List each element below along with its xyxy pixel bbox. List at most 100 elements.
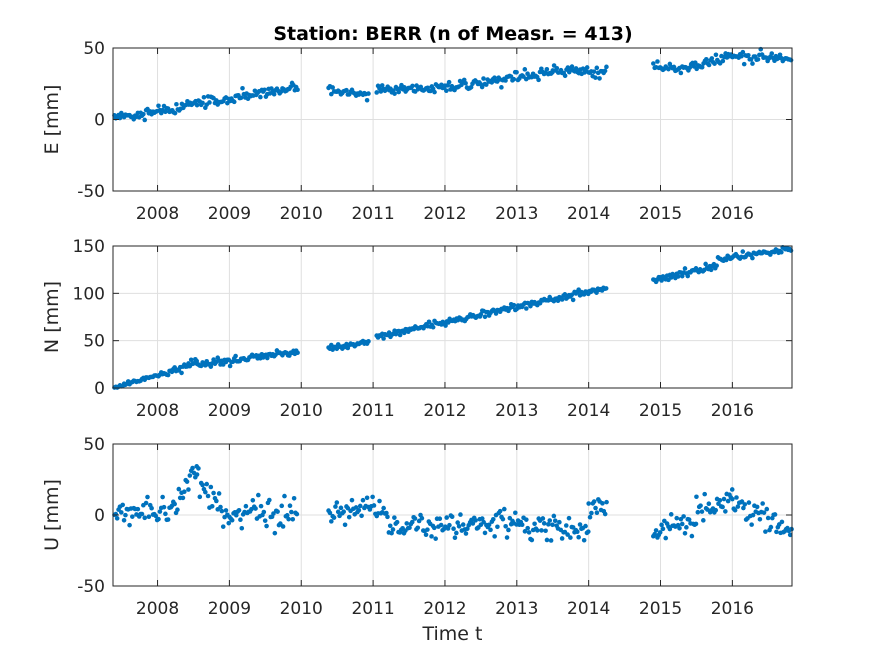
data-point bbox=[565, 532, 570, 537]
data-point bbox=[437, 516, 443, 522]
data-point bbox=[735, 504, 741, 509]
data-point bbox=[216, 491, 222, 496]
data-point bbox=[465, 526, 470, 531]
data-point bbox=[568, 535, 573, 540]
data-point bbox=[174, 101, 179, 107]
data-point bbox=[559, 297, 565, 302]
data-point bbox=[423, 532, 429, 538]
x-tick-label: 2009 bbox=[208, 204, 251, 224]
data-point bbox=[760, 501, 765, 506]
data-point bbox=[667, 526, 673, 532]
data-point bbox=[754, 504, 760, 510]
data-point bbox=[689, 533, 695, 539]
data-point bbox=[392, 91, 397, 96]
data-point bbox=[522, 67, 528, 72]
data-point bbox=[478, 312, 484, 317]
data-point bbox=[200, 100, 205, 106]
data-point bbox=[444, 88, 449, 93]
data-point bbox=[226, 520, 232, 526]
data-point bbox=[409, 519, 415, 525]
data-point bbox=[511, 76, 517, 82]
x-tick-label: 2008 bbox=[136, 204, 179, 224]
data-point bbox=[153, 513, 159, 519]
data-point bbox=[481, 519, 486, 525]
data-point bbox=[746, 500, 752, 505]
x-tick-label: 2011 bbox=[351, 401, 394, 421]
x-tick-label: 2012 bbox=[423, 599, 466, 619]
data-point bbox=[763, 529, 768, 534]
data-point bbox=[135, 506, 141, 512]
data-point bbox=[787, 532, 793, 538]
data-point bbox=[236, 507, 242, 513]
data-point bbox=[261, 509, 267, 515]
data-point bbox=[141, 111, 146, 117]
data-point bbox=[768, 524, 774, 530]
data-point bbox=[501, 506, 507, 512]
data-point bbox=[674, 515, 680, 521]
data-point bbox=[425, 527, 430, 532]
data-point bbox=[456, 524, 462, 529]
data-point bbox=[180, 495, 186, 501]
data-point bbox=[541, 521, 547, 526]
data-point bbox=[788, 57, 794, 63]
data-point bbox=[704, 57, 709, 62]
data-point bbox=[360, 497, 366, 503]
data-point bbox=[668, 512, 674, 517]
data-point bbox=[444, 515, 449, 520]
data-point bbox=[748, 57, 754, 62]
data-point bbox=[294, 511, 300, 517]
data-point bbox=[594, 65, 600, 71]
data-point bbox=[525, 525, 530, 531]
data-point bbox=[713, 52, 719, 58]
x-tick-label: 2012 bbox=[423, 204, 466, 224]
data-point bbox=[223, 508, 229, 513]
data-point bbox=[503, 524, 508, 529]
panel-north: 2008 2009 2010 2011 2012 2013 2014 2015 2016 0 50 1… bbox=[41, 237, 794, 421]
data-point bbox=[552, 518, 558, 524]
data-point bbox=[583, 523, 588, 529]
data-point bbox=[334, 500, 340, 505]
data-point bbox=[291, 496, 297, 501]
data-point bbox=[701, 518, 706, 523]
data-point bbox=[335, 509, 341, 515]
x-axis-label: Time t bbox=[422, 623, 483, 645]
data-point bbox=[384, 510, 389, 516]
data-point bbox=[165, 517, 171, 522]
data-point bbox=[481, 76, 486, 81]
data-point bbox=[577, 522, 583, 527]
data-point bbox=[500, 516, 506, 522]
data-point bbox=[349, 497, 355, 503]
data-point bbox=[146, 514, 152, 519]
data-point bbox=[741, 61, 747, 67]
data-point bbox=[663, 535, 669, 541]
data-point bbox=[127, 522, 132, 528]
data-point bbox=[536, 77, 541, 83]
data-point bbox=[278, 521, 283, 526]
data-point bbox=[455, 520, 461, 525]
data-point bbox=[387, 523, 393, 529]
data-point bbox=[258, 503, 264, 509]
data-point bbox=[529, 537, 535, 543]
data-point bbox=[165, 372, 171, 378]
data-point bbox=[338, 505, 344, 511]
data-point bbox=[344, 87, 349, 93]
data-point bbox=[452, 535, 458, 540]
data-point bbox=[463, 531, 469, 536]
data-point bbox=[479, 516, 485, 521]
data-point bbox=[681, 514, 686, 519]
data-point bbox=[479, 84, 485, 90]
x-tick-label: 2013 bbox=[495, 204, 538, 224]
data-point bbox=[449, 514, 455, 520]
data-point bbox=[551, 513, 557, 519]
data-point bbox=[651, 61, 656, 66]
data-point bbox=[602, 68, 608, 74]
data-point bbox=[187, 473, 193, 478]
data-point bbox=[139, 511, 145, 517]
data-point bbox=[539, 528, 544, 533]
data-point bbox=[188, 357, 194, 363]
y-tick-label: -50 bbox=[77, 577, 105, 597]
y-tick-label: -50 bbox=[77, 182, 105, 202]
data-point bbox=[256, 492, 261, 498]
data-point bbox=[394, 519, 400, 525]
data-point bbox=[546, 522, 551, 527]
